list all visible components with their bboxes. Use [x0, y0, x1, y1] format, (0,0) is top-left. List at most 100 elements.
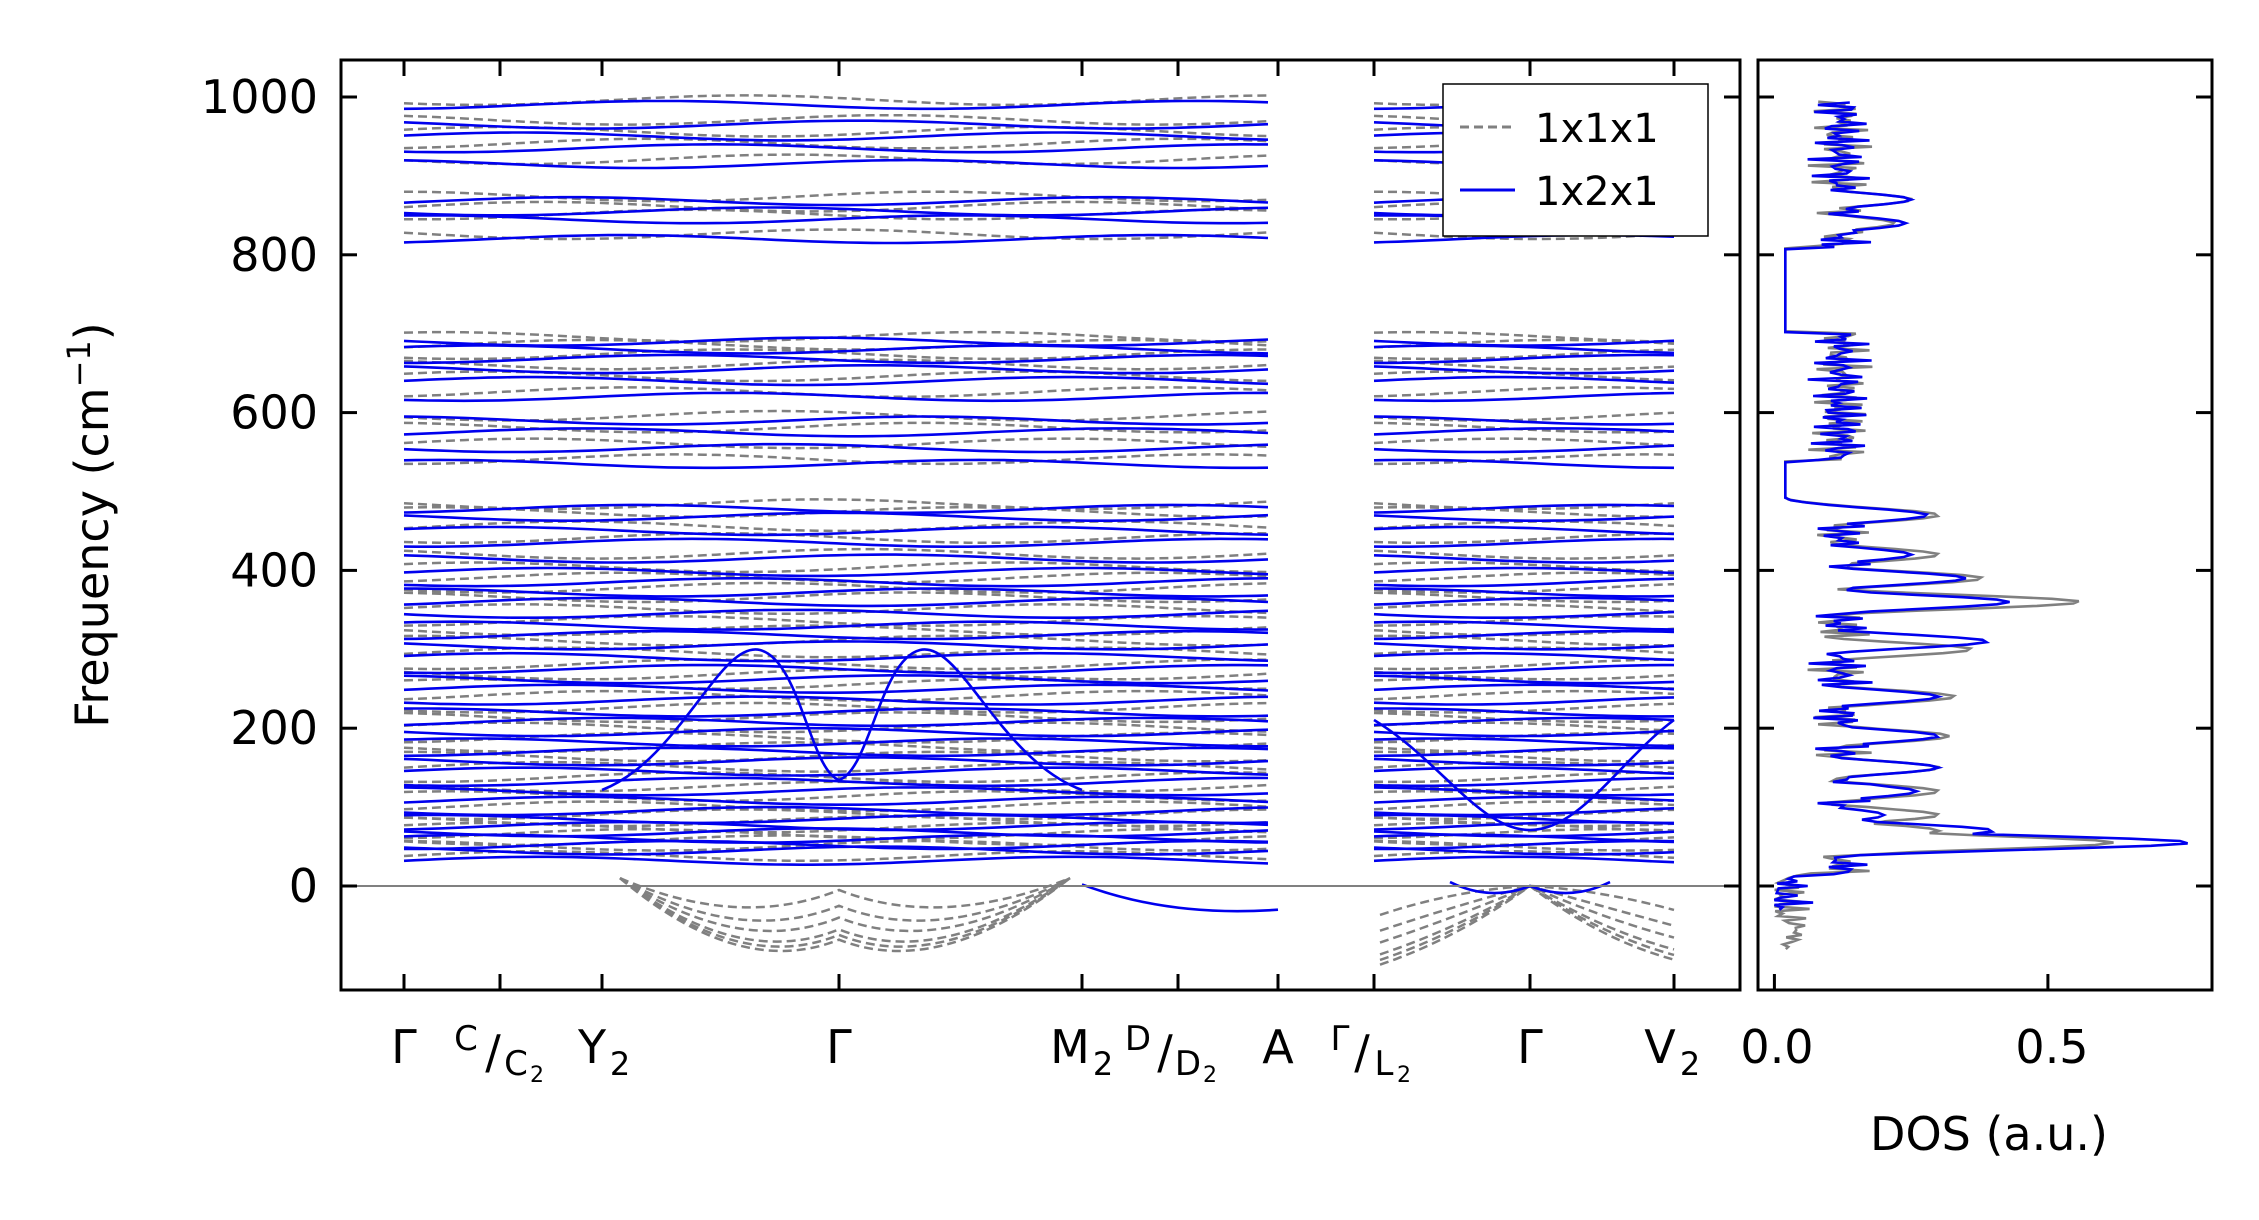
band-1x1x1	[403, 386, 1675, 399]
y-tick-label: 0	[289, 859, 318, 913]
band-1x2x1	[403, 683, 1675, 694]
band-1x2x1	[403, 587, 1675, 598]
band-1x1x1-dip	[1379, 884, 1675, 962]
band-1x2x1	[403, 391, 1675, 403]
svg-text:2: 2	[610, 1045, 630, 1083]
band-1x2x1	[403, 795, 1675, 806]
kpath-label-gamma-3: Γ	[1517, 1020, 1543, 1074]
band-lines	[403, 94, 1675, 966]
band-1x1x1	[403, 547, 1675, 560]
band-1x1x1-dip	[1379, 884, 1675, 956]
band-1x2x1	[403, 537, 1675, 548]
band-1x2x1	[403, 716, 1675, 728]
band-1x2x1	[403, 726, 1675, 738]
kpath-label-a: A	[1262, 1020, 1294, 1074]
dos-lines	[1773, 100, 2188, 951]
y-tick-label: 200	[230, 701, 318, 755]
band-1x2x1	[404, 707, 1675, 718]
band-1x1x1	[403, 532, 1675, 545]
band-1x1x1	[403, 498, 1675, 511]
band-1x2x1	[403, 620, 1675, 631]
band-1x2x1	[403, 805, 1675, 817]
svg-text:2: 2	[530, 1063, 544, 1088]
band-1x1x1	[403, 827, 1675, 840]
kpath-label-c-c2: C / C 2	[454, 1019, 544, 1088]
band-1x1x1	[403, 409, 1675, 422]
band-1x2x1	[403, 503, 1675, 515]
band-1x2x1	[403, 786, 1675, 797]
kpath-label-gamma-1: Γ	[391, 1020, 417, 1074]
band-1x1x1	[403, 330, 1675, 343]
band-1x2x1	[403, 776, 1675, 788]
band-1x2x1	[403, 364, 1675, 375]
band-1x1x1	[403, 603, 1675, 616]
svg-text:D: D	[1175, 1044, 1201, 1084]
band-1x2x1	[403, 566, 1675, 578]
band-1x2x1	[403, 695, 1675, 706]
y-tick-label: 1000	[201, 70, 318, 124]
band-1x2x1	[403, 663, 1674, 675]
band-1x2x1	[403, 525, 1675, 537]
band-1x1x1-dip	[1379, 884, 1675, 917]
svg-text:2: 2	[1397, 1063, 1411, 1088]
band-1x1x1	[403, 137, 1675, 150]
dos-xtick-label-1: 0.5	[2015, 1020, 2088, 1074]
band-1x1x1	[404, 750, 1675, 763]
y-axis-label: Frequency (cm−1)	[60, 322, 119, 727]
band-1x1x1	[403, 113, 1675, 126]
svg-text:Y: Y	[577, 1020, 607, 1074]
band-1x2x1	[403, 553, 1675, 564]
band-1x1x1	[403, 506, 1674, 518]
svg-text:/: /	[485, 1025, 501, 1079]
dos-curve-1x2x1	[1773, 101, 2188, 911]
svg-text:V: V	[1644, 1020, 1676, 1074]
band-1x1x1	[403, 689, 1675, 702]
kpath-label-gamma-2: Γ	[826, 1020, 852, 1074]
band-1x2x1-dip	[1081, 883, 1279, 913]
band-1x1x1-dip	[619, 877, 1071, 922]
band-1x1x1	[403, 850, 1675, 862]
kpath-label-y2: Y 2	[577, 1020, 630, 1083]
dos-frame	[1756, 58, 2214, 992]
svg-text:L: L	[1375, 1044, 1394, 1084]
band-1x1x1-dip	[619, 877, 1071, 943]
band-1x1x1	[403, 571, 1675, 584]
band-1x1x1	[403, 348, 1675, 361]
band-1x1x1	[403, 437, 1675, 450]
kpath-label-v2: V 2	[1644, 1020, 1700, 1083]
band-1x2x1	[403, 673, 1675, 685]
y-axis-ticks: 0 200 400 600 800 1000	[201, 70, 1740, 913]
svg-text:/: /	[1354, 1025, 1370, 1079]
band-1x1x1	[403, 658, 1674, 671]
dos-panel: 0.0 0.5 DOS (a.u.)	[1740, 58, 2214, 1161]
band-1x1x1	[403, 634, 1675, 647]
dos-xlabel: DOS (a.u.)	[1870, 1107, 2108, 1161]
svg-text:D: D	[1125, 1019, 1151, 1059]
svg-text:2: 2	[1680, 1045, 1700, 1083]
y-tick-label: 600	[230, 386, 318, 440]
legend-label-1x1x1: 1x1x1	[1535, 106, 1659, 152]
svg-text:M: M	[1050, 1020, 1090, 1074]
svg-text:2: 2	[1203, 1063, 1217, 1088]
dos-ticks	[1758, 95, 2212, 990]
band-1x1x1	[403, 561, 1675, 574]
band-panel: 0 200 400 600 800 1000 Frequency (cm−1) Γ C /…	[60, 58, 1742, 1088]
legend: 1x1x1 1x2x1	[1442, 83, 1709, 237]
kpath-label-m2: M 2	[1050, 1020, 1113, 1083]
svg-text:C: C	[454, 1019, 478, 1059]
band-1x1x1-dip	[619, 877, 1071, 953]
band-1x1x1	[403, 780, 1675, 793]
band-1x2x1	[403, 415, 1675, 426]
band-frame	[339, 58, 1742, 992]
band-1x2x1-arch	[601, 648, 1083, 792]
svg-text:Γ: Γ	[1331, 1019, 1350, 1059]
band-1x1x1	[403, 228, 1675, 241]
band-1x1x1	[403, 800, 1675, 813]
kpath-ticks	[402, 60, 1676, 990]
band-1x1x1	[403, 760, 1675, 773]
band-1x1x1	[403, 771, 1674, 784]
legend-label-1x2x1: 1x2x1	[1535, 169, 1659, 215]
band-1x2x1	[403, 629, 1675, 641]
band-1x2x1	[403, 855, 1675, 866]
band-1x2x1	[403, 442, 1675, 454]
